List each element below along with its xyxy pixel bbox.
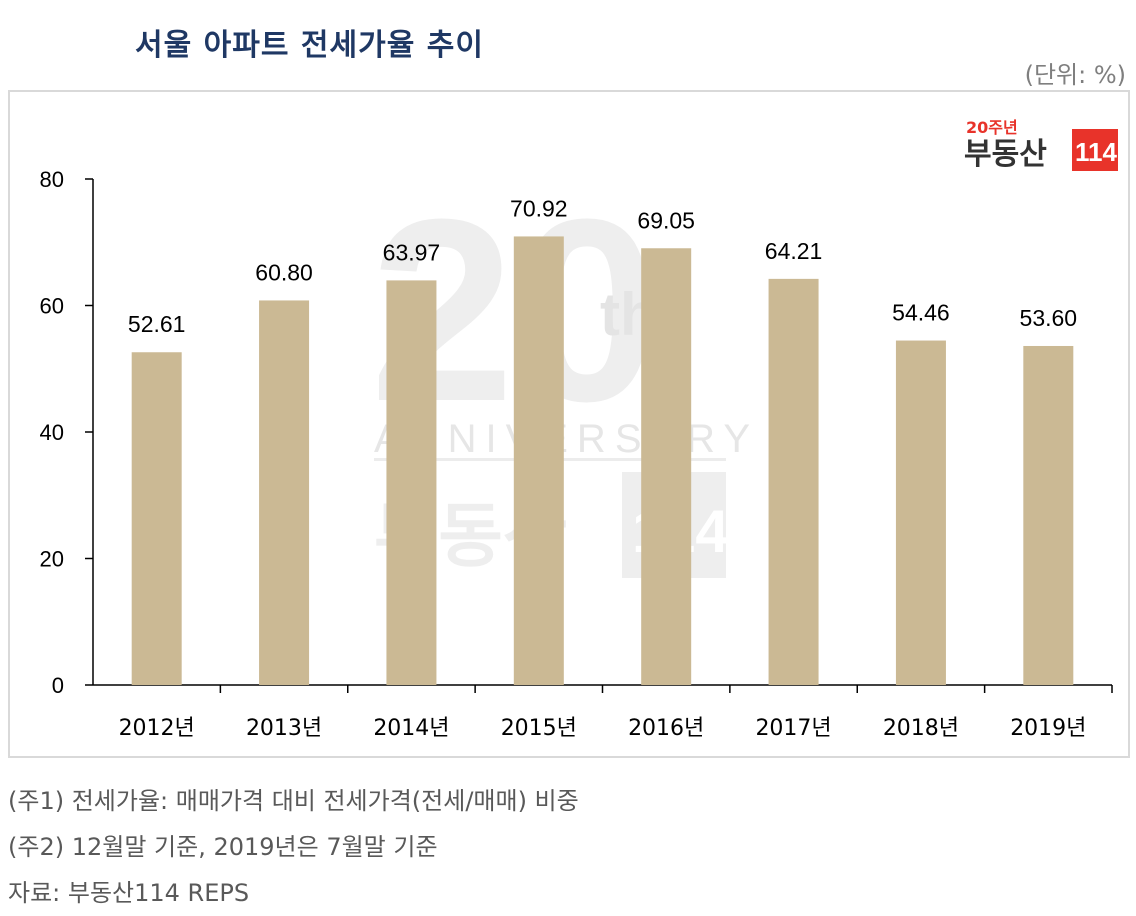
- footnote-1: (주1) 전세가율: 매매가격 대비 전세가격(전세/매매) 비중: [8, 787, 579, 815]
- footnotes: (주1) 전세가율: 매매가격 대비 전세가격(전세/매매) 비중 (주2) 1…: [8, 778, 579, 916]
- bar-2019년: [1023, 345, 1074, 685]
- logo-badge: 20주년: [966, 118, 1018, 137]
- bar-2018년: [895, 340, 946, 685]
- x-category-label: 2015년: [501, 716, 577, 741]
- y-tick-label: 80: [40, 167, 64, 192]
- bar-2014년: [386, 280, 437, 685]
- value-label: 60.80: [255, 259, 313, 285]
- bar-2015년: [513, 236, 564, 685]
- y-tick-label: 40: [40, 420, 64, 445]
- chart-title: 서울 아파트 전세가율 추이: [135, 28, 484, 63]
- value-labels: 52.61 60.80 63.97 70.92 69.05 64.21 54.46 53.60: [128, 195, 1077, 337]
- value-label: 69.05: [637, 207, 695, 233]
- bar-2017년: [768, 278, 819, 685]
- company-logo: 20주년 부동산 114: [964, 118, 1118, 172]
- source-note: 자료: 부동산114 REPS: [8, 879, 250, 907]
- value-label: 64.21: [765, 238, 823, 264]
- x-category-label: 2014년: [373, 716, 449, 741]
- bar-2012년: [131, 352, 182, 685]
- x-axis-labels: 2012년 2013년 2014년 2015년 2016년 2017년 2018년 2019년: [119, 716, 1087, 741]
- bar-series: [131, 236, 1074, 686]
- x-category-label: 2013년: [246, 716, 322, 741]
- x-category-label: 2012년: [119, 716, 195, 741]
- footnote-2: (주2) 12월말 기준, 2019년은 7월말 기준: [8, 833, 438, 861]
- bar-2016년: [641, 248, 692, 686]
- unit-note: (단위: %): [1024, 61, 1126, 89]
- x-axis-ticks: [219, 685, 1113, 693]
- value-label: 70.92: [510, 195, 568, 221]
- logo-number-box: [1072, 129, 1118, 171]
- bar-2013년: [259, 300, 310, 685]
- x-category-label: 2018년: [883, 716, 959, 741]
- logo-number: 114: [1075, 137, 1117, 167]
- x-category-label: 2017년: [755, 716, 831, 741]
- value-label: 63.97: [383, 239, 441, 265]
- y-axis-ticks: 0 20 40 60 80: [40, 167, 93, 698]
- y-tick-label: 0: [52, 673, 64, 698]
- y-tick-label: 20: [40, 547, 64, 572]
- y-tick-label: 60: [40, 294, 64, 319]
- x-category-label: 2019년: [1010, 716, 1086, 741]
- value-label: 54.46: [892, 300, 950, 326]
- x-category-label: 2016년: [628, 716, 704, 741]
- value-label: 52.61: [128, 311, 186, 337]
- value-label: 53.60: [1020, 305, 1078, 331]
- logo-name: 부동산: [964, 137, 1047, 172]
